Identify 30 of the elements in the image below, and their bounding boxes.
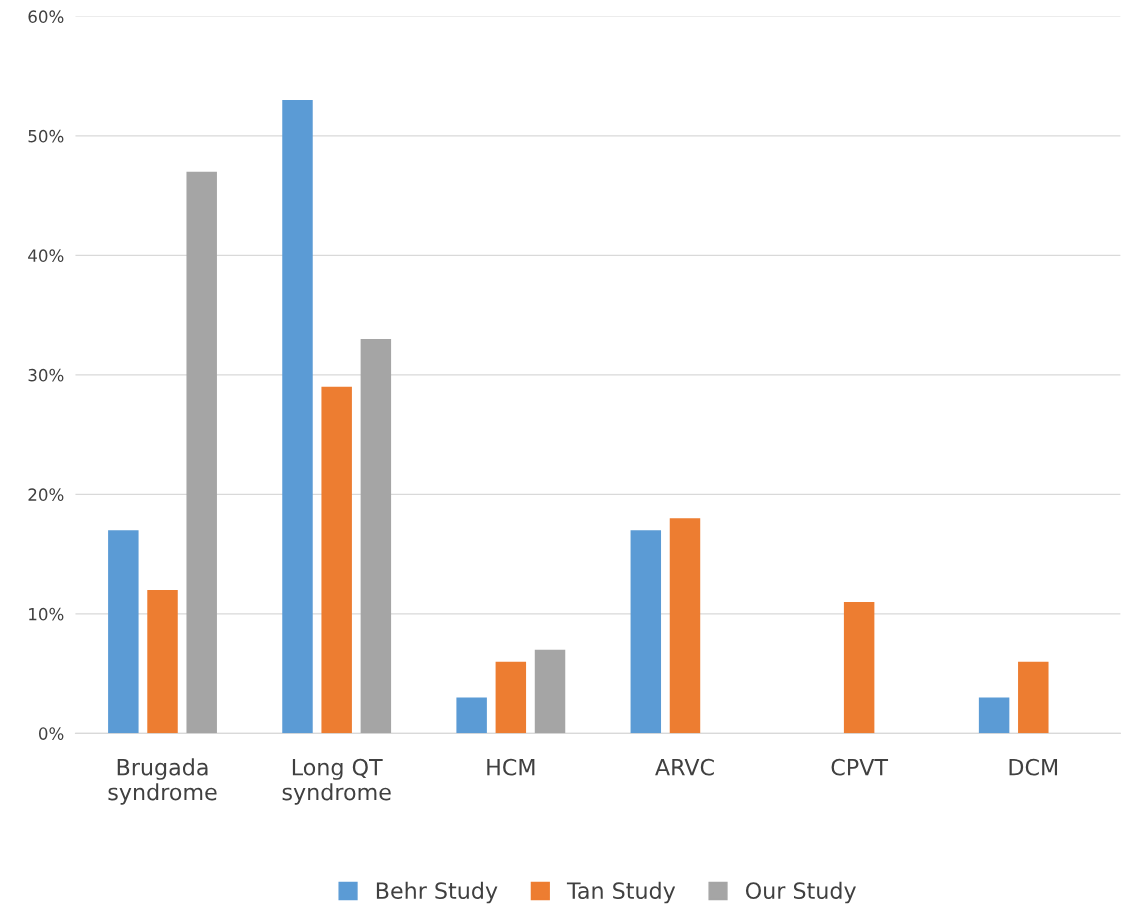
bar [669, 518, 701, 734]
legend-label: Tan Study [566, 881, 676, 904]
x-tick-label: HCM [487, 758, 535, 776]
bar [186, 171, 217, 734]
y-tick-label: 0% [38, 727, 64, 740]
bar [108, 530, 139, 734]
y-tick-label: 50% [28, 129, 64, 143]
bar [534, 649, 566, 734]
bar [843, 601, 875, 734]
bar [495, 661, 527, 734]
y-tick-label: 10% [29, 607, 64, 621]
x-tick-label: DCM [1009, 758, 1058, 776]
x-tick-label: ARVC [655, 758, 714, 776]
bar [147, 589, 178, 734]
y-tick-label: 30% [28, 368, 64, 382]
bar [321, 386, 352, 734]
legend-label: Our Study [745, 881, 856, 904]
y-tick-label: 40% [28, 249, 64, 262]
x-tick-label: Brugada syndrome [108, 758, 217, 805]
y-tick-label: 20% [28, 488, 64, 501]
bar [282, 100, 313, 734]
bar [630, 530, 662, 734]
bar [456, 697, 487, 734]
bar [1018, 661, 1049, 734]
y-tick-label: 60% [28, 10, 64, 23]
x-tick-label: CPVT [831, 758, 889, 776]
bar [978, 697, 1010, 734]
bar [360, 339, 392, 734]
legend-label: Behr Study [376, 881, 498, 904]
x-tick-label: Long QT syndrome [282, 758, 391, 805]
